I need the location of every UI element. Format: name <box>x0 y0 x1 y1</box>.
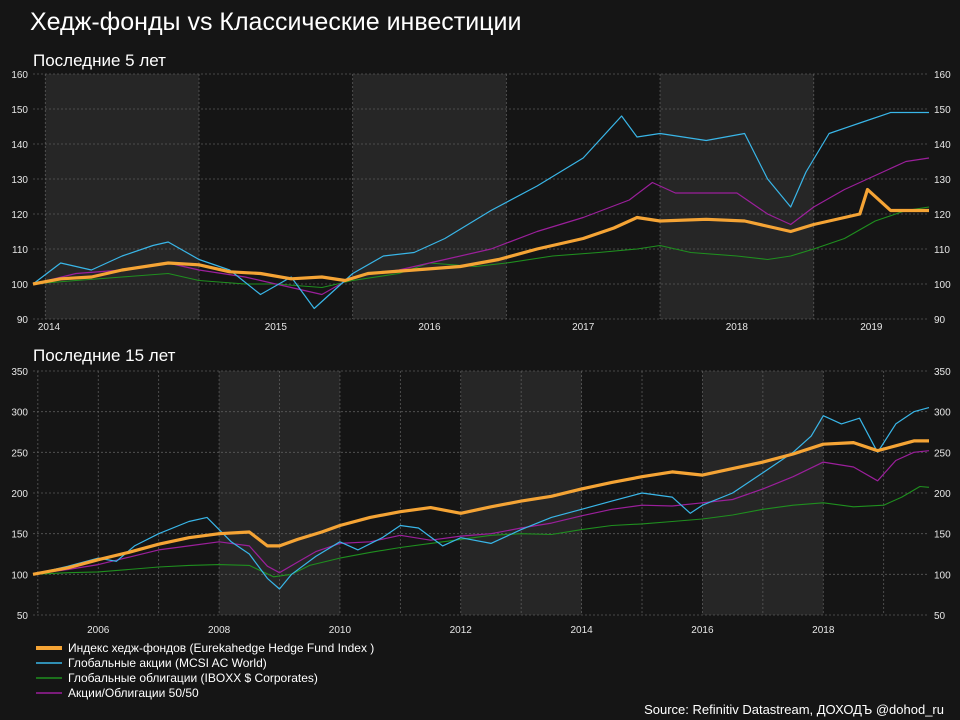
y-tick-label-right: 100 <box>934 280 951 291</box>
series-line-3 <box>32 450 930 575</box>
legend-item-equities: Глобальные акции (MCSI AC World) <box>36 655 374 670</box>
x-tick-label: 2019 <box>860 322 883 333</box>
y-tick-label-right: 140 <box>934 140 951 151</box>
y-tick-label-right: 150 <box>934 105 951 116</box>
x-tick-label: 2010 <box>329 625 352 636</box>
legend-swatch-mix <box>36 691 62 694</box>
x-tick-label: 2014 <box>570 625 593 636</box>
y-tick-label-left: 150 <box>11 105 28 116</box>
legend-label: Глобальные акции (MCSI AC World) <box>68 655 267 670</box>
y-tick-label-right: 130 <box>934 175 951 186</box>
legend-label: Индекс хедж-фондов (Eurekahedge Hedge Fu… <box>68 640 375 655</box>
y-tick-label-left: 110 <box>12 245 28 256</box>
panel-title-5y: Последние 5 лет <box>33 51 166 70</box>
y-tick-label-right: 120 <box>934 210 951 221</box>
y-tick-label-left: 120 <box>11 210 28 221</box>
y-tick-label-right: 350 <box>934 367 951 378</box>
legend-item-mix: Акции/Облигации 50/50 <box>36 685 374 700</box>
legend-label: Акции/Облигации 50/50 <box>68 685 199 700</box>
x-tick-label: 2012 <box>450 625 473 636</box>
x-tick-label: 2018 <box>726 322 749 333</box>
x-tick-label: 2016 <box>418 322 441 333</box>
y-tick-label-left: 300 <box>11 408 28 419</box>
y-tick-label-left: 200 <box>11 489 28 500</box>
year-band <box>352 74 507 319</box>
y-tick-label-right: 110 <box>934 245 950 256</box>
y-tick-label-left: 160 <box>11 70 28 81</box>
legend-swatch-hedge <box>36 645 62 650</box>
x-tick-label: 2015 <box>265 322 288 333</box>
legend-swatch-bonds <box>36 676 62 679</box>
year-band <box>45 74 199 319</box>
legend-swatch-equities <box>36 661 62 664</box>
y-tick-label-left: 90 <box>17 315 29 326</box>
y-tick-label-right: 100 <box>934 570 951 581</box>
series-line-1 <box>32 407 930 590</box>
series-line-1 <box>32 111 929 310</box>
y-tick-label-left: 350 <box>11 367 28 378</box>
year-band <box>660 74 814 319</box>
x-tick-label: 2014 <box>38 322 61 333</box>
panel-title-15y: Последние 15 лет <box>33 346 176 365</box>
x-tick-label: 2006 <box>87 625 110 636</box>
y-tick-label-right: 250 <box>934 448 951 459</box>
source-note: Source: Refinitiv Datastream, ДОХОДЪ @do… <box>644 702 944 717</box>
legend-item-bonds: Глобальные облигации (IBOXX $ Corporates… <box>36 670 374 685</box>
x-tick-label: 2018 <box>812 625 835 636</box>
series-line-0 <box>32 187 929 286</box>
plot-panel-1: 50 50 100 100 150 150 200 200 250 250 300 300 350 350… <box>11 367 951 636</box>
y-tick-label-left: 140 <box>11 140 28 151</box>
series-line-0 <box>32 439 929 576</box>
x-tick-label: 2016 <box>691 625 714 636</box>
y-tick-label-right: 300 <box>934 408 951 419</box>
chart-title: Хедж-фонды vs Классические инвестиции <box>30 8 522 36</box>
y-tick-label-right: 50 <box>934 611 946 622</box>
series-line-2 <box>32 485 930 578</box>
legend-label: Глобальные облигации (IBOXX $ Corporates… <box>68 670 318 685</box>
y-tick-label-right: 160 <box>934 70 951 81</box>
x-tick-label: 2017 <box>572 322 595 333</box>
y-tick-label-left: 100 <box>11 280 28 291</box>
y-tick-label-right: 90 <box>934 315 946 326</box>
y-tick-label-left: 50 <box>17 611 29 622</box>
series-line-3 <box>32 157 930 296</box>
plot-panel-0: 90 90 100 100 110 110 120 120 130 130 140 140 150 150… <box>11 70 951 333</box>
legend-item-hedge: Индекс хедж-фондов (Eurekahedge Hedge Fu… <box>36 640 374 655</box>
y-tick-label-right: 200 <box>934 489 951 500</box>
y-tick-label-left: 150 <box>11 530 28 541</box>
y-tick-label-left: 130 <box>11 175 28 186</box>
x-tick-label: 2008 <box>208 625 231 636</box>
y-tick-label-left: 250 <box>11 448 28 459</box>
y-tick-label-right: 150 <box>934 530 951 541</box>
series-line-2 <box>32 206 930 289</box>
legend: Индекс хедж-фондов (Eurekahedge Hedge Fu… <box>36 640 374 700</box>
y-tick-label-left: 100 <box>11 570 28 581</box>
